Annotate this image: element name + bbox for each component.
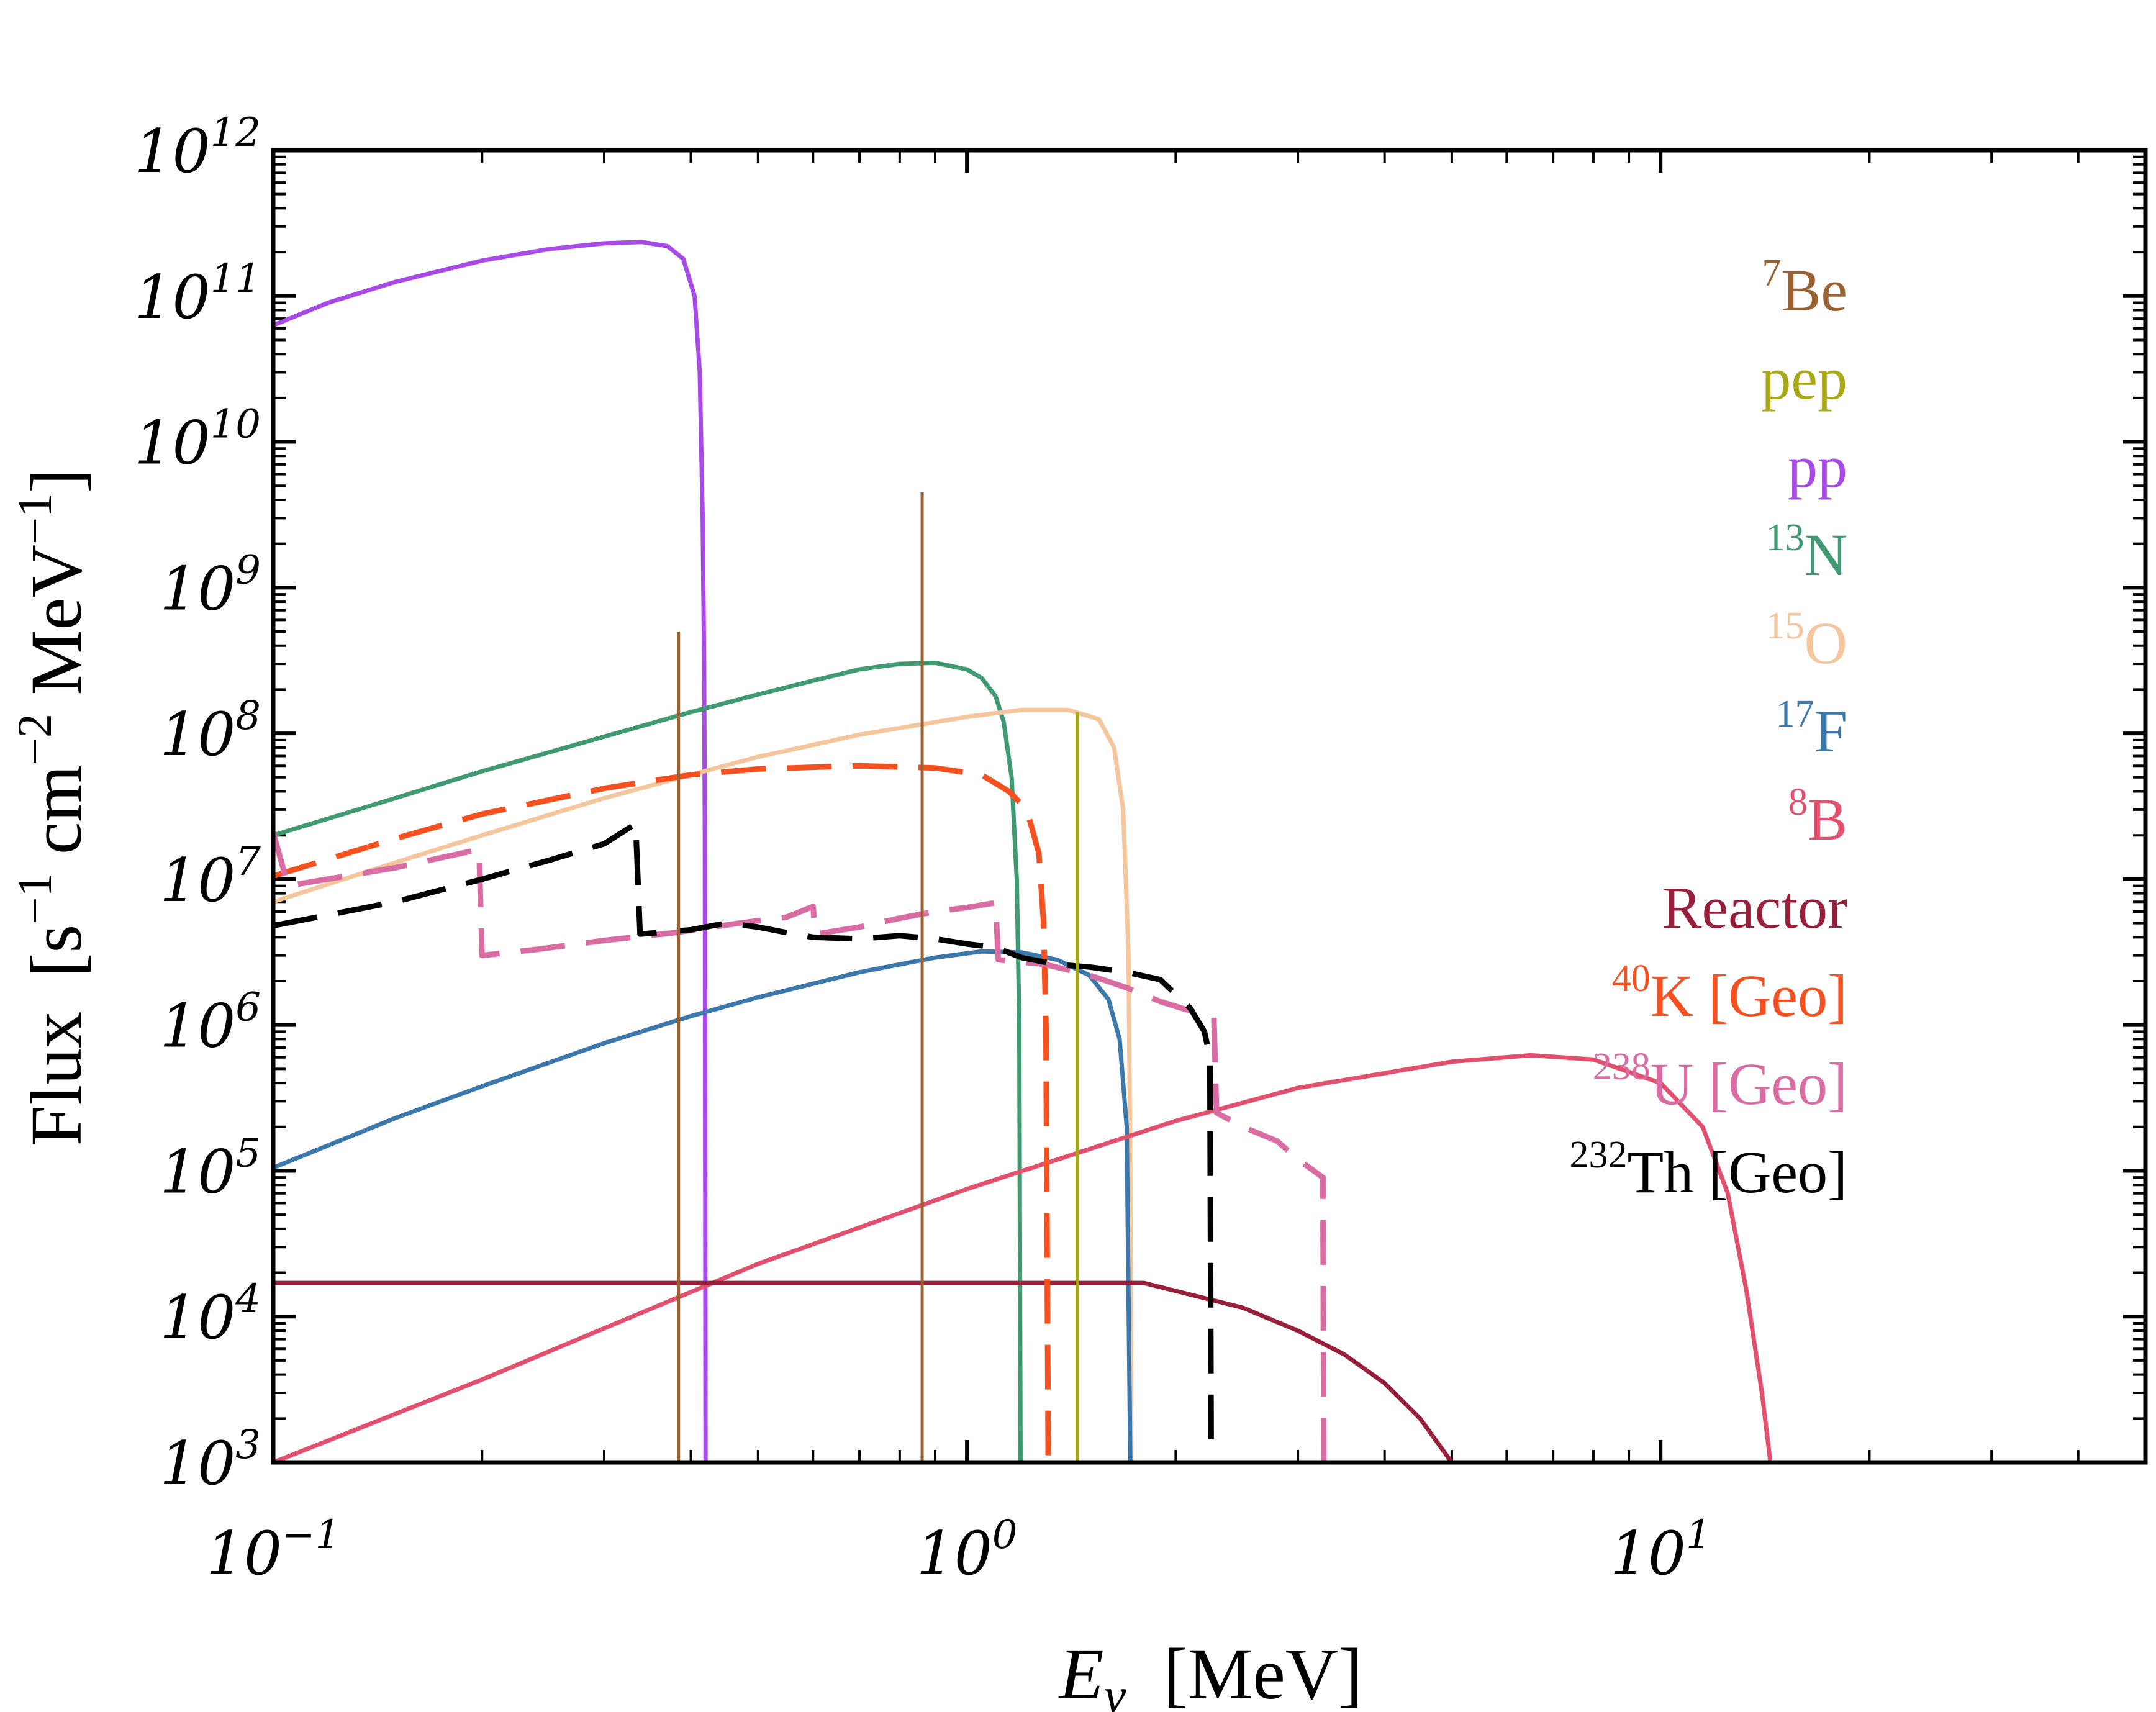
y-tick-label: 108 — [160, 693, 261, 769]
series-238u-geo-line — [273, 831, 1327, 1462]
y-tick-labels: 103 104 105 106 107 108 109 1010 1011 1012 — [134, 110, 261, 1498]
series-8b-line — [273, 1053, 1773, 1462]
y-axis-unit-close: ] — [16, 469, 97, 493]
y-tick-label: 106 — [160, 985, 261, 1061]
x-tick-label: 101 — [1610, 1512, 1711, 1588]
series-layer — [273, 240, 1773, 1462]
y-tick-label: 104 — [160, 1276, 261, 1352]
series-17f-line — [273, 949, 1133, 1462]
x-axis-label: Eν [MeV] — [1058, 1633, 1363, 1712]
series-pp-line — [273, 240, 708, 1462]
y-axis-exp3: −1 — [7, 493, 61, 545]
legend-item: Reactor — [1662, 874, 1847, 941]
x-axis-symbol: E — [1058, 1633, 1104, 1712]
y-axis-unit-prefix: [s — [16, 925, 97, 977]
y-tick-label: 105 — [160, 1130, 261, 1207]
plot-frame — [271, 148, 2148, 1465]
y-axis-mid: cm — [16, 765, 97, 873]
series-232th-geo-line — [273, 821, 1214, 1462]
x-axis-unit: [MeV] — [1163, 1633, 1362, 1712]
y-tick-label: 109 — [160, 547, 261, 623]
legend-item: 40K [Geo] — [1612, 958, 1847, 1029]
y-tick-label: 1010 — [134, 402, 261, 478]
series-40k-geo-line — [273, 763, 1051, 1462]
y-tick-label: 107 — [160, 839, 261, 915]
legend-item: 8B — [1788, 781, 1847, 853]
legend-item: 7Be — [1762, 252, 1847, 324]
y-tick-label: 1012 — [134, 110, 261, 186]
legend-item: 17F — [1776, 693, 1847, 764]
legend-item: 13N — [1766, 517, 1847, 588]
y-axis-main: Flux — [16, 1012, 97, 1146]
y-tick-label: 103 — [160, 1422, 261, 1498]
y-tick-label: 1011 — [134, 256, 261, 332]
y-axis-label: Flux[s−1 cm−2 MeV−1] — [7, 469, 97, 1146]
x-tick-label: 100 — [917, 1512, 1018, 1588]
legend-item: 15O — [1766, 605, 1847, 676]
legend-item: pep — [1761, 345, 1847, 412]
y-axis-unit-mid: MeV — [16, 545, 97, 713]
legend-item: 232Th [Geo] — [1569, 1134, 1847, 1205]
legend: 7Be pep pp 13N 15O 17F 8B Reactor 40K [Geo] 238U … — [1569, 252, 1847, 1205]
x-tick-labels: 10−1 100 101 — [206, 1512, 1711, 1588]
x-axis-subscript: ν — [1104, 1669, 1126, 1712]
y-axis-exp2: −2 — [7, 713, 61, 765]
y-axis-exp1: −1 — [7, 873, 61, 925]
legend-item: pp — [1788, 433, 1847, 500]
x-tick-label: 10−1 — [206, 1512, 341, 1588]
series-15o-line — [273, 707, 1134, 1462]
legend-item: 238U [Geo] — [1593, 1046, 1847, 1117]
series-reactor-line — [273, 1280, 1454, 1462]
